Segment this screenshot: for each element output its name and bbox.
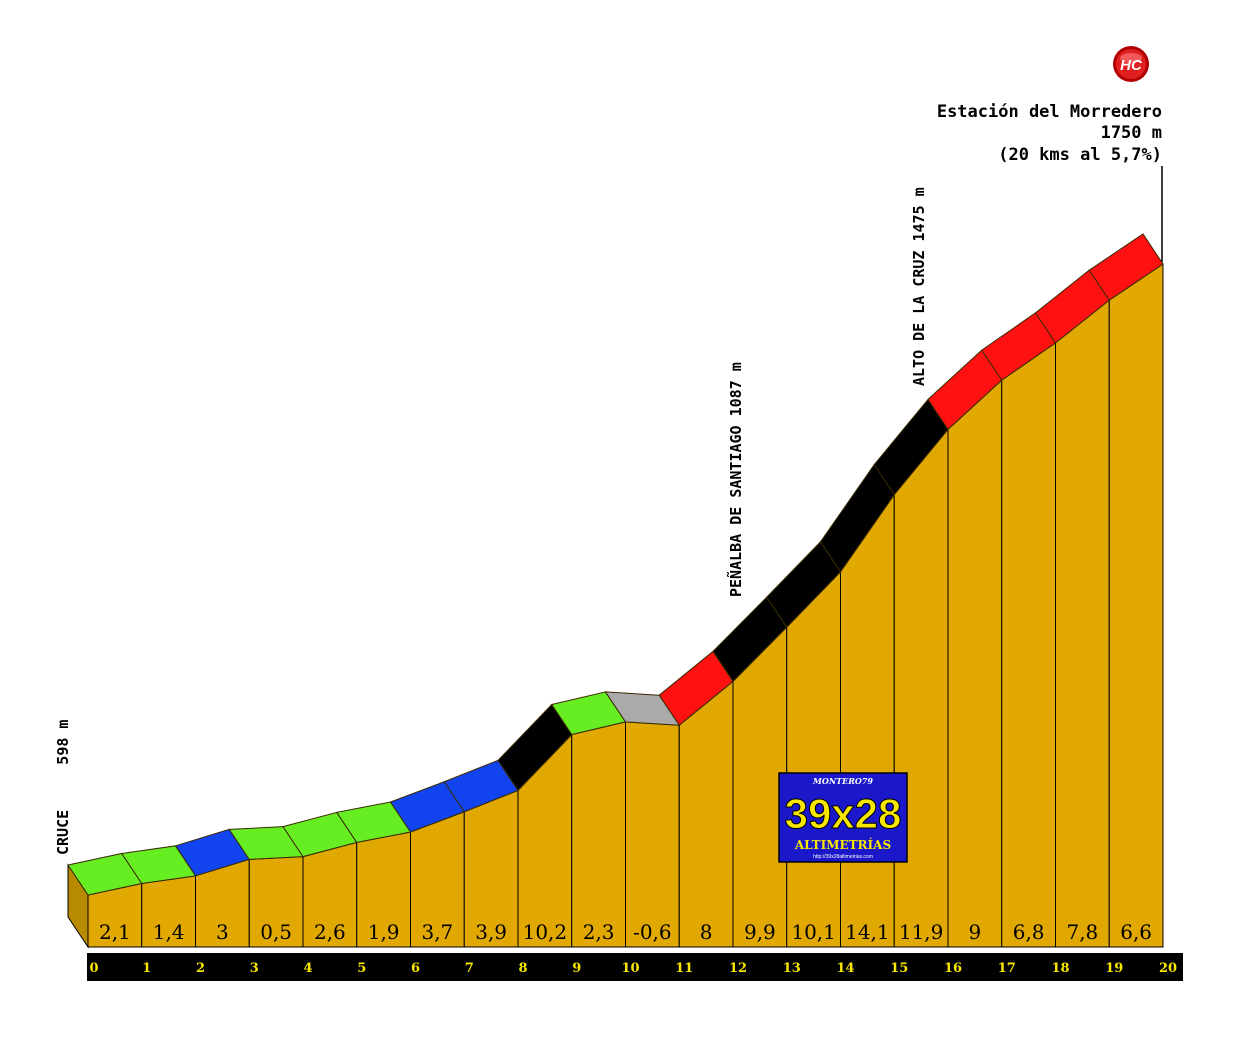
- km-tick-label: 6: [411, 961, 420, 976]
- km-tick-label: 1: [142, 961, 151, 976]
- summit-altitude: 1750 m: [1101, 123, 1162, 143]
- logo-sub: ALTIMETRÍAS: [794, 837, 891, 852]
- logo-main: 39x28: [785, 790, 902, 837]
- category-badge-label: HC: [1120, 57, 1143, 74]
- annotation-alto-de-la-cruz: ALTO DE LA CRUZ 1475 m: [910, 187, 928, 386]
- summit-name: Estación del Morredero: [937, 102, 1162, 122]
- gradient-label: 9: [969, 920, 982, 944]
- km-axis-bar: [87, 953, 1183, 981]
- annotation-cruce: CRUCE 598 m: [54, 720, 72, 855]
- km-tick-label: 18: [1051, 961, 1069, 976]
- gradient-label: 3,7: [421, 920, 453, 944]
- km-tick-label: 14: [836, 961, 854, 976]
- gradient-label: 0,5: [260, 920, 292, 944]
- gradient-label: 1,4: [153, 920, 185, 944]
- gradient-labels: 2,1 1,4 3 0,5 2,6 1,9 3,7 3,9 10,2 2,3 -0,6 8 9,9 10,…: [99, 920, 1152, 944]
- profile-km-face: [1108, 263, 1164, 948]
- km-tick-label: 7: [465, 961, 474, 976]
- profile-km-face: [893, 428, 949, 948]
- profile-km-face: [678, 680, 734, 948]
- category-badge: HC: [1113, 46, 1149, 82]
- logo-url: http://39x28altimetrias.com: [813, 854, 873, 860]
- km-tick-label: 10: [621, 961, 639, 976]
- km-tick-label: 0: [89, 961, 98, 976]
- km-tick-label: 15: [890, 961, 908, 976]
- profile-km-face: [1001, 341, 1056, 948]
- km-tick-label: 20: [1159, 961, 1177, 976]
- gradient-label: -0,6: [633, 920, 672, 944]
- summit-note: (20 kms al 5,7%): [998, 145, 1162, 165]
- km-tick-label: 4: [303, 961, 312, 976]
- gradient-label: 6,8: [1013, 920, 1045, 944]
- gradient-label: 7,8: [1066, 920, 1098, 944]
- gradient-label: 11,9: [899, 920, 944, 944]
- profile-km-face: [625, 721, 680, 948]
- km-tick-label: 16: [944, 961, 962, 976]
- gradient-label: 10,1: [791, 920, 836, 944]
- km-tick-label: 5: [357, 961, 366, 976]
- gradient-label: 3: [216, 920, 229, 944]
- gradient-label: 2,6: [314, 920, 346, 944]
- profile-km-face: [571, 721, 626, 948]
- gradient-label: 10,2: [523, 920, 568, 944]
- gradient-label: 9,9: [744, 920, 776, 944]
- annotation-penalba: PEÑALBA DE SANTIAGO 1087 m: [726, 362, 745, 597]
- profile-km-face: [840, 493, 895, 948]
- km-tick-label: 19: [1105, 961, 1123, 976]
- km-tick-label: 9: [572, 961, 581, 976]
- logo-top: MONTERO79: [812, 776, 873, 786]
- km-axis-ticks: 0 1 2 3 4 5 6 7 8 9 10 11 12 13 14 15 16 17 18 19 20: [89, 961, 1177, 976]
- km-tick-label: 12: [729, 961, 747, 976]
- km-tick-label: 8: [518, 961, 527, 976]
- profile-km-top: [1088, 233, 1164, 301]
- profile-km-face: [786, 570, 841, 948]
- gradient-label: 2,3: [583, 920, 615, 944]
- km-tick-label: 2: [196, 961, 205, 976]
- gradient-label: 3,9: [475, 920, 507, 944]
- km-tick-label: 13: [783, 961, 801, 976]
- profile-km-face: [947, 378, 1003, 948]
- gradient-label: 8: [700, 920, 713, 944]
- gradient-label: 1,9: [368, 920, 400, 944]
- km-tick-label: 11: [675, 961, 693, 976]
- km-tick-label: 17: [998, 961, 1016, 976]
- gradient-label: 2,1: [99, 920, 131, 944]
- profile-km-face: [1055, 299, 1110, 948]
- logo: MONTERO79 39x28 ALTIMETRÍAS http://39x28…: [778, 772, 908, 863]
- gradient-label: 6,6: [1120, 920, 1152, 944]
- gradient-label: 14,1: [845, 920, 890, 944]
- profile-tops: [67, 233, 1164, 896]
- km-tick-label: 3: [250, 961, 259, 976]
